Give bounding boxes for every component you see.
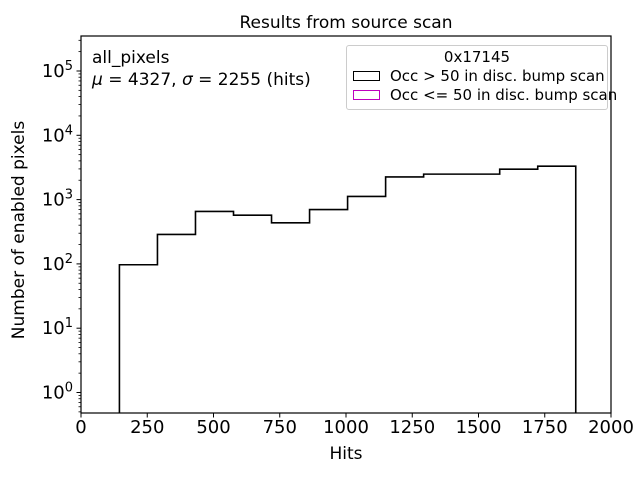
x-tick-label: 500 <box>196 417 230 438</box>
legend-title: 0x17145 <box>443 48 511 66</box>
x-tick-label: 1250 <box>389 417 435 438</box>
x-tick-label: 2000 <box>588 417 634 438</box>
y-tick-label: 102 <box>42 252 73 275</box>
x-tick-label: 1750 <box>522 417 568 438</box>
y-axis-ticks: 100 101 102 103 104 105 <box>42 39 81 413</box>
legend-entry-occ-gt-50: Occ > 50 in disc. bump scan <box>347 66 607 85</box>
stats-annotation: all_pixels μ = 4327, σ = 2255 (hits) <box>92 47 311 91</box>
legend-swatch-black <box>353 70 380 81</box>
legend-entry-occ-le-50: Occ <= 50 in disc. bump scan <box>347 85 617 104</box>
axes-spines <box>80 35 612 414</box>
mu-value: = 4327, <box>102 70 182 90</box>
sigma-value: = 2255 (hits) <box>192 70 311 90</box>
histogram-series-0 <box>118 165 577 413</box>
y-tick-label: 105 <box>42 59 73 82</box>
y-tick-label: 100 <box>42 381 73 404</box>
legend: 0x17145 Occ > 50 in disc. bump scan Occ … <box>346 45 617 110</box>
x-tick-label: 750 <box>263 417 297 438</box>
x-axis-ticks: 0 250 500 750 1000 1250 1500 1750 2000 <box>75 413 634 438</box>
mu-symbol: μ <box>92 70 103 90</box>
annotation-dataset-name: all_pixels <box>92 48 170 68</box>
sigma-symbol: σ <box>181 70 193 90</box>
y-axis-label: Number of enabled pixels <box>9 120 29 340</box>
x-tick-label: 0 <box>75 417 86 438</box>
chart-title: Results from source scan <box>239 13 453 33</box>
x-axis-label: Hits <box>329 444 363 464</box>
y-tick-label: 101 <box>42 316 73 339</box>
annotation-stats-line: μ = 4327, σ = 2255 (hits) <box>92 69 311 91</box>
y-tick-label: 103 <box>42 188 73 211</box>
x-tick-label: 1500 <box>456 417 502 438</box>
legend-entry-label: Occ <= 50 in disc. bump scan <box>390 85 618 104</box>
legend-entry-label: Occ > 50 in disc. bump scan <box>390 66 605 85</box>
x-tick-label: 250 <box>130 417 164 438</box>
legend-swatch-magenta <box>353 89 380 100</box>
y-tick-label: 104 <box>42 123 73 146</box>
x-tick-label: 1000 <box>323 417 369 438</box>
